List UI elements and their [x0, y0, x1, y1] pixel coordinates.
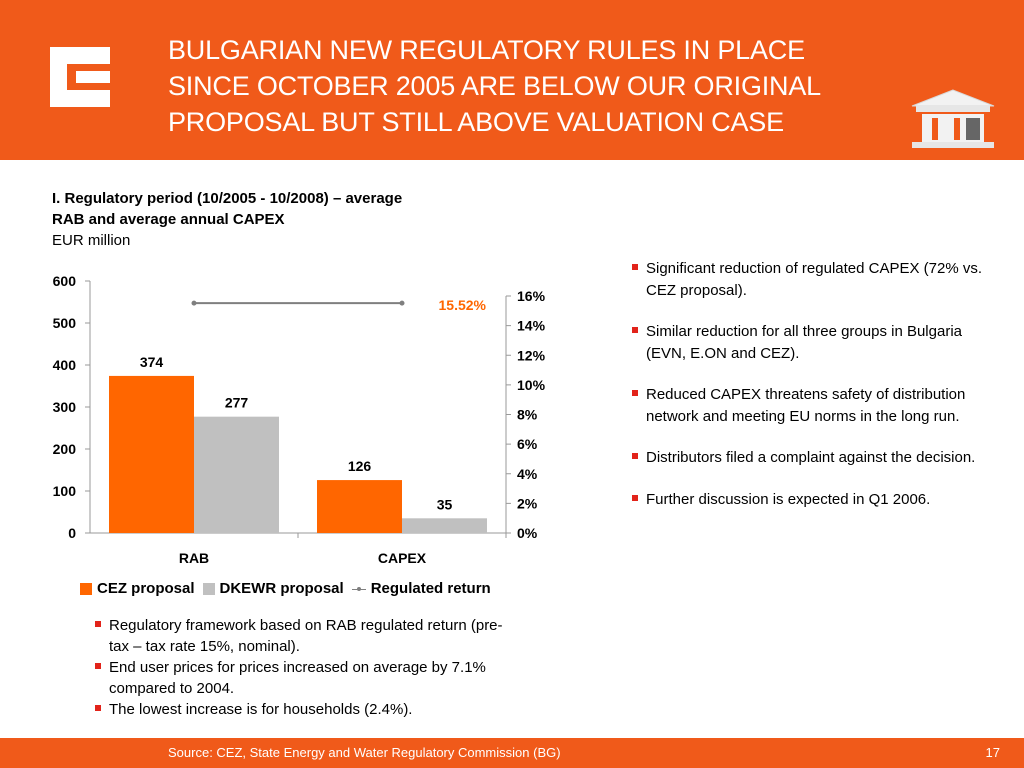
list-item: Reduced CAPEX threatens safety of distri… — [630, 384, 1000, 427]
left-bullet-list: Regulatory framework based on RAB regula… — [93, 615, 513, 720]
chart-legend: CEZ proposal DKEWR proposal Regulated re… — [80, 580, 499, 597]
y2-axis-tick-label: 2% — [517, 495, 538, 511]
data-label: 126 — [348, 458, 372, 474]
list-item: Further discussion is expected in Q1 200… — [630, 489, 1000, 511]
y2-axis-tick-label: 10% — [517, 377, 546, 393]
building-icon — [911, 89, 995, 148]
y2-axis-tick-label: 4% — [517, 466, 538, 482]
y-axis-tick-label: 400 — [53, 357, 77, 373]
legend-item-cez: CEZ proposal — [80, 580, 195, 597]
x-axis-tick-label: RAB — [179, 550, 209, 566]
chart-title-line-2: RAB and average annual CAPEX — [52, 211, 285, 228]
title-line-3: PROPOSAL BUT STILL ABOVE VALUATION CASE — [168, 107, 784, 137]
y-axis-tick-label: 200 — [53, 441, 77, 457]
list-item: Similar reduction for all three groups i… — [630, 321, 1000, 364]
y2-axis-tick-label: 0% — [517, 525, 538, 541]
data-label: 277 — [225, 395, 249, 411]
y2-axis-tick-label: 6% — [517, 436, 538, 452]
x-axis-tick-label: CAPEX — [378, 550, 427, 566]
legend-item-return: Regulated return — [351, 580, 491, 597]
regulated-return-label: 15.52% — [439, 297, 487, 313]
y2-axis-tick-label: 16% — [517, 288, 546, 304]
legend-swatch-cez — [80, 582, 92, 595]
legend-swatch-dkewr — [202, 582, 215, 595]
y-axis-tick-label: 300 — [53, 399, 77, 415]
legend-item-dkewr: DKEWR proposal — [202, 580, 344, 597]
list-item: Significant reduction of regulated CAPEX… — [630, 258, 1000, 301]
y2-axis-tick-label: 14% — [517, 318, 546, 334]
chart-unit: EUR million — [52, 232, 131, 249]
legend-label-cez: CEZ proposal — [97, 580, 195, 597]
list-item: Distributors filed a complaint against t… — [630, 447, 1000, 469]
source-note: Source: CEZ, State Energy and Water Regu… — [168, 745, 561, 760]
y-axis-tick-label: 0 — [68, 525, 76, 541]
list-item: Regulatory framework based on RAB regula… — [93, 615, 513, 657]
bar-dkewr-capex — [402, 518, 487, 533]
bar-cez-capex — [317, 480, 402, 533]
data-label: 35 — [437, 496, 453, 512]
list-item: End user prices for prices increased on … — [93, 657, 513, 699]
legend-label-dkewr: DKEWR proposal — [219, 580, 344, 597]
legend-swatch-return — [351, 583, 366, 595]
list-item: The lowest increase is for households (2… — [93, 699, 513, 720]
cez-logo-icon — [50, 47, 110, 107]
y-axis-tick-label: 100 — [53, 483, 77, 499]
bar-cez-rab — [109, 375, 194, 533]
bar-dkewr-rab — [194, 416, 279, 533]
right-bullet-list: Significant reduction of regulated CAPEX… — [630, 258, 1000, 530]
chart-title-line-1: I. Regulatory period (10/2005 - 10/2008)… — [52, 190, 403, 207]
data-label: 374 — [140, 354, 164, 370]
bar-chart: 0 100 200 300 400 500 600 0% 2% 4% 6% 8% 10% 12% 14% 16… — [53, 273, 546, 566]
y-axis-tick-label: 600 — [53, 273, 77, 289]
regulated-return-point — [399, 300, 405, 306]
title-line-1: BULGARIAN NEW REGULATORY RULES IN PLACE — [168, 35, 805, 65]
footer-bar: Source: CEZ, State Energy and Water Regu… — [0, 738, 1024, 768]
page-number: 17 — [985, 745, 1000, 760]
header-banner: BULGARIAN NEW REGULATORY RULES IN PLACE … — [0, 0, 1024, 160]
y2-axis-tick-label: 8% — [517, 407, 538, 423]
chart-heading: I. Regulatory period (10/2005 - 10/2008)… — [52, 188, 402, 251]
legend-label-return: Regulated return — [370, 580, 491, 597]
y2-axis-tick-label: 12% — [517, 347, 546, 363]
page-title: BULGARIAN NEW REGULATORY RULES IN PLACE … — [168, 32, 908, 140]
y-axis-tick-label: 500 — [53, 315, 77, 331]
title-line-2: SINCE OCTOBER 2005 ARE BELOW OUR ORIGINA… — [168, 71, 821, 101]
regulated-return-point — [191, 300, 197, 306]
